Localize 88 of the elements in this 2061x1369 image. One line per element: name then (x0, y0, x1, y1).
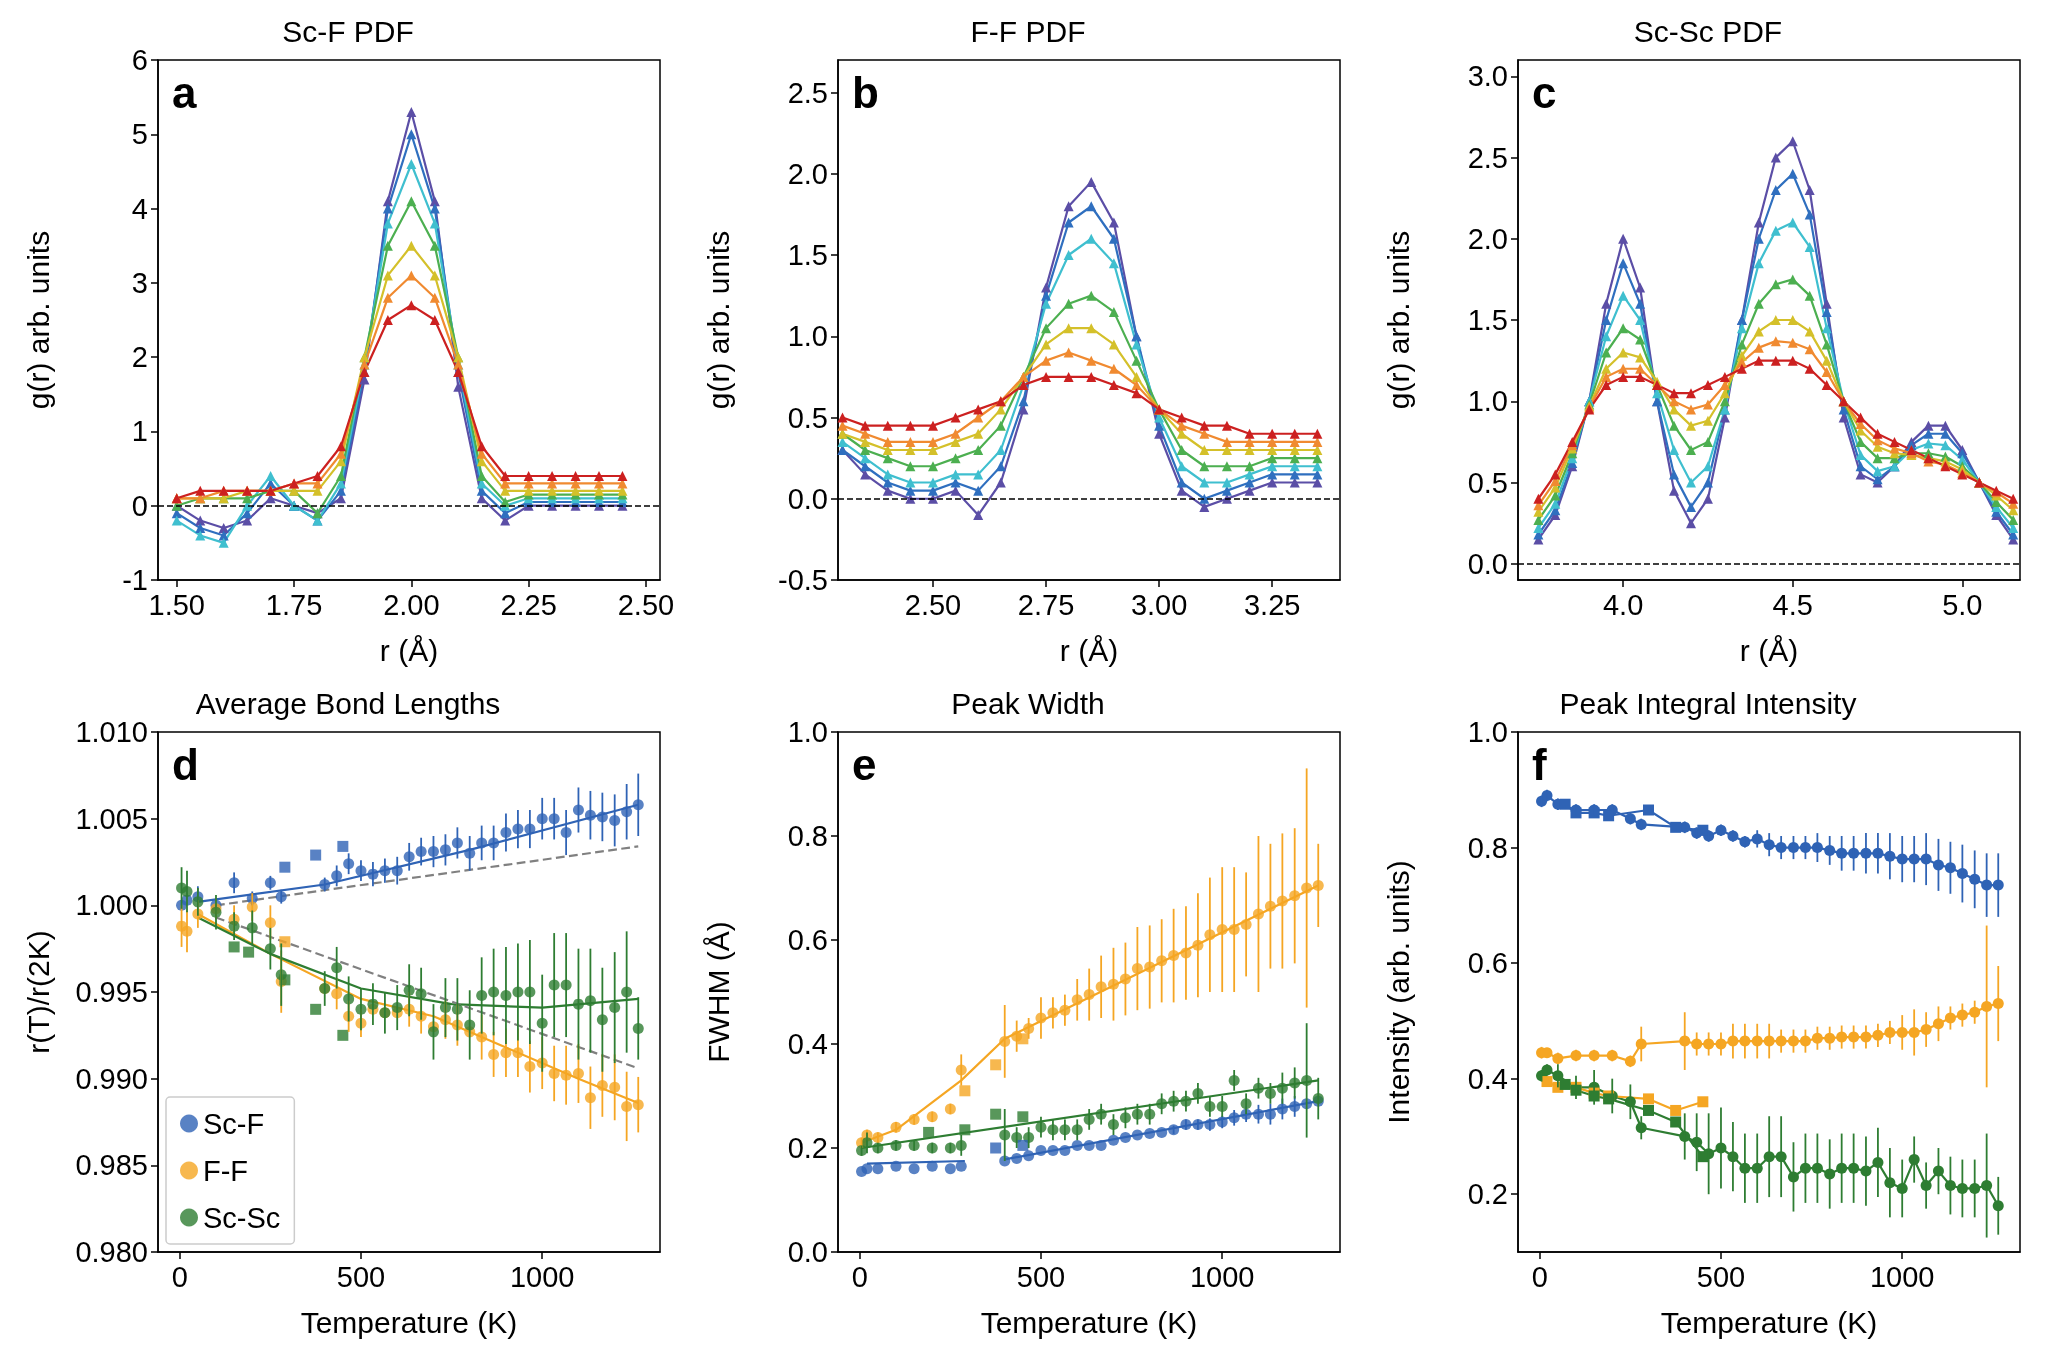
y-tick-label: 0.980 (75, 1236, 148, 1268)
y-axis-title: FWHM (Å) (701, 921, 735, 1063)
y-tick-label: 6 (131, 44, 148, 76)
annotation: a (172, 67, 197, 117)
chart-title: Average Bond Lengths (195, 686, 501, 720)
y-axis-title: g(r) arb. units (1381, 230, 1415, 410)
y-tick-label: 0.2 (1467, 1178, 1508, 1211)
annotation: f (1532, 739, 1547, 789)
legend-label: Sc-Sc (203, 1201, 281, 1234)
y-tick-label: 1.0 (787, 320, 828, 353)
y-tick-label: 0.990 (75, 1062, 148, 1095)
chart-title: Peak Integral Intensity (1559, 686, 1857, 720)
y-tick-label: 0.6 (787, 924, 828, 956)
y-tick-label: 0.0 (787, 482, 828, 515)
chart-title: Sc-F PDF (282, 14, 414, 48)
y-tick-label: 1.010 (75, 716, 148, 748)
y-axis-title: g(r) arb. units (701, 230, 735, 410)
y-axis-title: r(T)/r(2K) (21, 930, 55, 1054)
x-axis-title: Temperature (K) (300, 1305, 518, 1339)
x-axis-title: Temperature (K) (1660, 1305, 1878, 1339)
y-tick-label: -1 (122, 564, 148, 596)
x-tick-label: 4.0 (1602, 588, 1644, 621)
legend-label: Sc-F (203, 1107, 265, 1140)
y-tick-label: 1.5 (787, 239, 828, 271)
x-tick-label: 500 (336, 1260, 386, 1293)
y-tick-label: 2.0 (1467, 222, 1508, 255)
x-axis-title: Temperature (K) (980, 1305, 1198, 1339)
x-tick-label: 0 (1531, 1260, 1548, 1293)
y-tick-label: 0.8 (1467, 831, 1508, 864)
x-tick-label: 3.25 (1243, 588, 1301, 621)
y-tick-label: -0.5 (778, 564, 828, 596)
y-tick-label: 2.0 (787, 157, 828, 190)
y-tick-label: 0 (131, 489, 148, 522)
y-tick-label: 0.8 (787, 820, 828, 852)
x-tick-label: 2.50 (617, 588, 675, 621)
x-tick-label: 2.25 (500, 588, 557, 621)
x-tick-label: 0 (171, 1260, 188, 1293)
x-tick-label: 500 (1016, 1260, 1066, 1293)
y-tick-label: 1.0 (787, 716, 828, 748)
chart-title: F-F PDF (970, 14, 1086, 48)
y-tick-label: 1.0 (1467, 716, 1508, 748)
x-tick-label: 2.00 (383, 588, 440, 621)
legend-label: F-F (203, 1154, 249, 1187)
x-axis-title: r (Å) (1059, 633, 1119, 667)
y-tick-label: 4 (131, 192, 148, 225)
chart-title: Sc-Sc PDF (1633, 14, 1783, 48)
x-tick-label: 1.50 (148, 588, 205, 621)
annotation: c (1532, 67, 1557, 117)
x-tick-label: 3.00 (1130, 588, 1188, 621)
y-axis-title: g(r) arb. units (21, 230, 55, 410)
y-tick-label: 3 (131, 266, 148, 299)
x-tick-label: 500 (1696, 1260, 1746, 1293)
y-tick-label: 3.0 (1467, 60, 1508, 93)
annotation: d (172, 739, 199, 789)
x-tick-label: 1000 (1869, 1260, 1935, 1293)
y-tick-label: 1.5 (1467, 304, 1508, 336)
y-tick-label: 0.985 (75, 1149, 148, 1182)
x-tick-label: 0 (851, 1260, 868, 1293)
x-tick-label: 5.0 (1942, 588, 1983, 621)
y-tick-label: 0.995 (75, 976, 148, 1008)
y-tick-label: 1.000 (75, 889, 148, 922)
y-tick-label: 2.5 (787, 76, 828, 109)
x-tick-label: 1000 (509, 1260, 575, 1293)
y-tick-label: 2 (131, 341, 148, 374)
y-tick-label: 0.2 (787, 1132, 828, 1164)
x-tick-label: 1.75 (265, 588, 323, 621)
y-tick-label: 5 (131, 118, 148, 151)
y-axis-title: Intensity (arb. units) (1381, 860, 1415, 1124)
y-tick-label: 1.005 (75, 802, 148, 835)
annotation: b (852, 67, 879, 117)
y-tick-label: 0.0 (787, 1236, 828, 1268)
y-tick-label: 0.5 (1467, 466, 1508, 499)
y-tick-label: 2.5 (1467, 141, 1508, 174)
y-tick-label: 0.4 (787, 1028, 828, 1060)
x-tick-label: 1000 (1189, 1260, 1255, 1293)
x-axis-title: r (Å) (1739, 633, 1799, 667)
annotation: e (852, 739, 877, 789)
y-tick-label: 1 (131, 415, 148, 448)
y-tick-label: 1.0 (1467, 385, 1508, 418)
x-tick-label: 2.75 (1017, 588, 1075, 621)
y-tick-label: 0.4 (1467, 1062, 1508, 1095)
y-tick-label: 0.6 (1467, 947, 1508, 980)
y-tick-label: 0.5 (787, 401, 828, 434)
x-tick-label: 2.50 (904, 588, 962, 621)
y-tick-label: 0.0 (1467, 547, 1508, 580)
x-axis-title: r (Å) (379, 633, 439, 667)
x-tick-label: 4.5 (1772, 588, 1813, 621)
chart-title: Peak Width (951, 686, 1105, 720)
